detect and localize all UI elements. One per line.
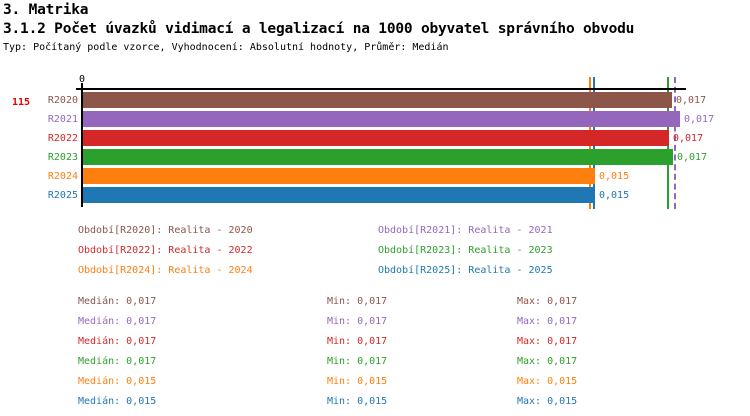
stat-max-r2025: Max: 0,015 — [517, 396, 578, 407]
stats-row-r2024: Medián: 0,015 Min: 0,015 Max: 0,015 — [0, 376, 750, 388]
legend-item-r2024: Období[R2024]: Realita - 2024 — [78, 265, 253, 276]
y-axis-line — [81, 83, 83, 207]
cat-label-r2025: R2025 — [47, 190, 78, 201]
stat-median-r2025: Medián: 0,015 — [78, 396, 157, 407]
stats-row-r2022: Medián: 0,017 Min: 0,017 Max: 0,017 — [0, 336, 750, 348]
bar-r2024 — [83, 168, 595, 184]
legend-item-r2021: Období[R2021]: Realita - 2021 — [378, 225, 553, 236]
bar-row-r2022: 0,017 — [83, 130, 703, 146]
stat-median-r2024: Medián: 0,015 — [78, 376, 157, 387]
page-title: 3. Matrika — [3, 2, 89, 18]
stats-row-r2020: Medián: 0,017 Min: 0,017 Max: 0,017 — [0, 296, 750, 308]
legend-item-r2020: Období[R2020]: Realita - 2020 — [78, 225, 253, 236]
bar-value-r2024: 0,015 — [599, 170, 630, 182]
legend-item-r2022: Období[R2022]: Realita - 2022 — [78, 245, 253, 256]
median-line-r2021 — [674, 77, 676, 209]
stat-max-r2021: Max: 0,017 — [517, 316, 578, 327]
stat-max-r2022: Max: 0,017 — [517, 336, 578, 347]
bar-value-r2022: 0,017 — [673, 132, 704, 144]
cat-label-r2021: R2021 — [47, 114, 78, 125]
bar-r2023 — [83, 149, 673, 165]
chart-title: 3.1.2 Počet úvazků vidimací a legalizací… — [3, 21, 635, 37]
x-axis-zero-label: 0 — [78, 74, 86, 85]
stat-min-r2020: Min: 0,017 — [327, 296, 388, 307]
legend-item-r2025: Období[R2025]: Realita - 2025 — [378, 265, 553, 276]
bar-value-r2020: 0,017 — [676, 94, 707, 106]
stat-min-r2021: Min: 0,017 — [327, 316, 388, 327]
bar-row-r2020: 0,017 — [83, 92, 706, 108]
row-count-label: 115 — [11, 97, 30, 108]
bar-row-r2021: 0,017 — [83, 111, 714, 127]
chart-meta-line: Typ: Počítaný podle vzorce, Vyhodnocení:… — [3, 42, 449, 53]
stat-max-r2024: Max: 0,015 — [517, 376, 578, 387]
bar-r2022 — [83, 130, 669, 146]
stats-row-r2023: Medián: 0,017 Min: 0,017 Max: 0,017 — [0, 356, 750, 368]
stats-row-r2021: Medián: 0,017 Min: 0,017 Max: 0,017 — [0, 316, 750, 328]
cat-label-r2023: R2023 — [47, 152, 78, 163]
x-axis-line — [76, 88, 686, 90]
stat-max-r2020: Max: 0,017 — [517, 296, 578, 307]
stat-median-r2020: Medián: 0,017 — [78, 296, 157, 307]
stat-max-r2023: Max: 0,017 — [517, 356, 578, 367]
stat-min-r2022: Min: 0,017 — [327, 336, 388, 347]
bar-row-r2024: 0,015 — [83, 168, 629, 184]
stat-min-r2025: Min: 0,015 — [327, 396, 388, 407]
bar-value-r2021: 0,017 — [684, 113, 715, 125]
bar-row-r2025: 0,015 — [83, 187, 629, 203]
cat-label-r2022: R2022 — [47, 133, 78, 144]
stat-median-r2023: Medián: 0,017 — [78, 356, 157, 367]
stats-row-r2025: Medián: 0,015 Min: 0,015 Max: 0,015 — [0, 396, 750, 408]
legend-item-r2023: Období[R2023]: Realita - 2023 — [378, 245, 553, 256]
bar-r2020 — [83, 92, 672, 108]
cat-label-r2020: R2020 — [47, 95, 78, 106]
stat-min-r2024: Min: 0,015 — [327, 376, 388, 387]
bar-row-r2023: 0,017 — [83, 149, 707, 165]
stat-min-r2023: Min: 0,017 — [327, 356, 388, 367]
bar-value-r2025: 0,015 — [599, 189, 630, 201]
bar-r2025 — [83, 187, 595, 203]
bar-r2021 — [83, 111, 680, 127]
stat-median-r2021: Medián: 0,017 — [78, 316, 157, 327]
bar-value-r2023: 0,017 — [677, 151, 708, 163]
stat-median-r2022: Medián: 0,017 — [78, 336, 157, 347]
cat-label-r2024: R2024 — [47, 171, 78, 182]
